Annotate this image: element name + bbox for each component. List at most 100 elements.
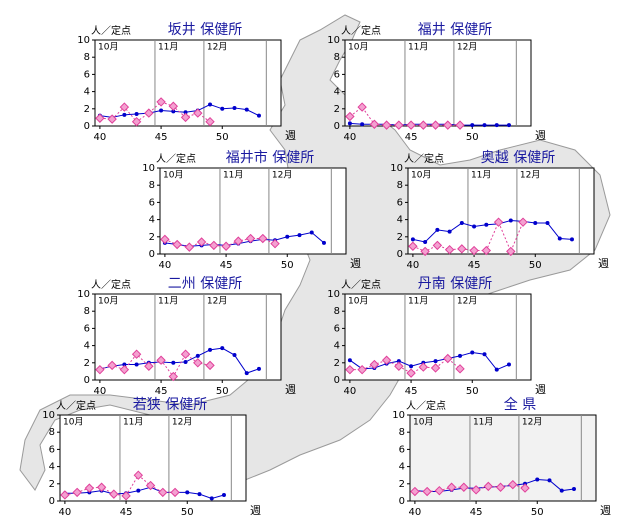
data-point xyxy=(159,108,164,113)
y-tick-label: 10 xyxy=(327,35,340,46)
data-point xyxy=(170,487,180,498)
data-point xyxy=(430,363,441,373)
data-point xyxy=(119,102,130,112)
plot-area xyxy=(407,167,595,255)
data-point xyxy=(434,485,445,496)
data-point xyxy=(406,368,416,378)
data-point xyxy=(156,355,166,365)
y-tick-label: 8 xyxy=(84,306,90,317)
data-point xyxy=(122,112,127,117)
data-point xyxy=(506,246,516,257)
y-tick-label: 6 xyxy=(397,197,403,208)
y-tick-label: 10 xyxy=(327,289,340,300)
month-label: 12月 xyxy=(457,296,477,307)
data-point xyxy=(381,120,392,130)
series-line xyxy=(99,101,211,123)
month-label: 11月 xyxy=(408,42,428,53)
x-tick-label: 50 xyxy=(529,260,542,271)
data-point xyxy=(369,119,380,129)
month-label: 12月 xyxy=(457,42,477,53)
x-tick-label: 50 xyxy=(466,132,479,143)
month-label: 11月 xyxy=(158,296,178,307)
y-tick-label: 4 xyxy=(334,341,340,352)
y-tick-label: 10 xyxy=(142,163,155,174)
data-point xyxy=(470,123,475,128)
data-point xyxy=(244,107,249,112)
data-point xyxy=(482,352,487,357)
data-point xyxy=(168,371,179,382)
series-line xyxy=(64,474,176,497)
y-tick-label: 4 xyxy=(84,341,90,352)
data-point xyxy=(297,233,302,238)
y-tick-label: 0 xyxy=(334,375,340,386)
data-point xyxy=(394,361,404,371)
chart-title: 福井市 保健所 xyxy=(226,149,314,166)
x-tick-label: 40 xyxy=(407,260,420,271)
data-point xyxy=(233,236,244,246)
data-point xyxy=(557,236,562,241)
data-point xyxy=(232,105,237,110)
data-point xyxy=(145,480,156,491)
x-tick-label: 50 xyxy=(181,507,194,518)
data-point xyxy=(408,241,418,251)
x-tick-label: 40 xyxy=(344,132,357,143)
y-tick-label: 8 xyxy=(149,180,155,191)
data-point xyxy=(193,108,203,118)
series-line xyxy=(164,238,276,248)
data-point xyxy=(518,217,528,227)
data-point xyxy=(433,359,438,364)
data-point xyxy=(131,116,142,127)
chart-title: 若狭 保健所 xyxy=(133,397,207,413)
y-tick-label: 2 xyxy=(84,358,90,369)
y-tick-label: 4 xyxy=(49,462,55,473)
x-tick-label: 40 xyxy=(94,386,107,397)
plot-area xyxy=(344,39,532,127)
data-point xyxy=(232,353,237,358)
y-tick-label: 4 xyxy=(397,215,403,226)
y-tick-label: 0 xyxy=(49,496,55,507)
data-point xyxy=(410,237,415,242)
data-point xyxy=(107,360,117,371)
data-point xyxy=(569,237,574,242)
y-tick-label: 10 xyxy=(77,35,90,46)
data-point xyxy=(457,244,467,254)
x-tick-label: 45 xyxy=(468,260,481,271)
series-line xyxy=(414,484,526,493)
series-line xyxy=(64,486,225,499)
data-point xyxy=(345,364,355,375)
x-tick-label: 45 xyxy=(470,507,483,518)
data-point xyxy=(183,359,188,364)
data-point xyxy=(221,492,226,497)
data-point xyxy=(345,111,355,122)
y-tick-label: 6 xyxy=(84,323,90,334)
y-tick-label: 2 xyxy=(49,479,55,490)
data-point xyxy=(357,102,367,112)
x-tick-label: 50 xyxy=(466,386,479,397)
x-tick-label: 45 xyxy=(120,507,133,518)
x-tick-label: 45 xyxy=(405,386,418,397)
series-line xyxy=(412,220,524,253)
x-axis-label: 週 xyxy=(350,257,361,270)
data-point xyxy=(394,120,404,130)
x-tick-label: 50 xyxy=(216,132,229,143)
x-tick-label: 45 xyxy=(405,132,418,143)
data-point xyxy=(483,481,494,492)
data-point xyxy=(220,106,225,111)
x-tick-label: 50 xyxy=(281,260,294,271)
chart: 福井市 保健所 人／定点週 10月 11月 12月 0 2 4 6 8 10 40 45 50 xyxy=(142,149,361,271)
y-tick-label: 0 xyxy=(149,249,155,260)
data-point xyxy=(321,240,326,245)
data-point xyxy=(360,122,365,127)
month-label: 12月 xyxy=(207,296,227,307)
data-point xyxy=(156,97,166,107)
data-point xyxy=(209,496,214,501)
data-point xyxy=(136,488,141,493)
data-point xyxy=(423,239,428,244)
data-point xyxy=(95,113,105,123)
y-tick-label: 2 xyxy=(149,232,155,243)
x-tick-label: 50 xyxy=(531,507,544,518)
y-axis-unit: 人／定点 xyxy=(56,399,96,412)
y-tick-label: 6 xyxy=(399,444,405,455)
data-point xyxy=(256,113,261,118)
month-label: 12月 xyxy=(520,170,540,181)
